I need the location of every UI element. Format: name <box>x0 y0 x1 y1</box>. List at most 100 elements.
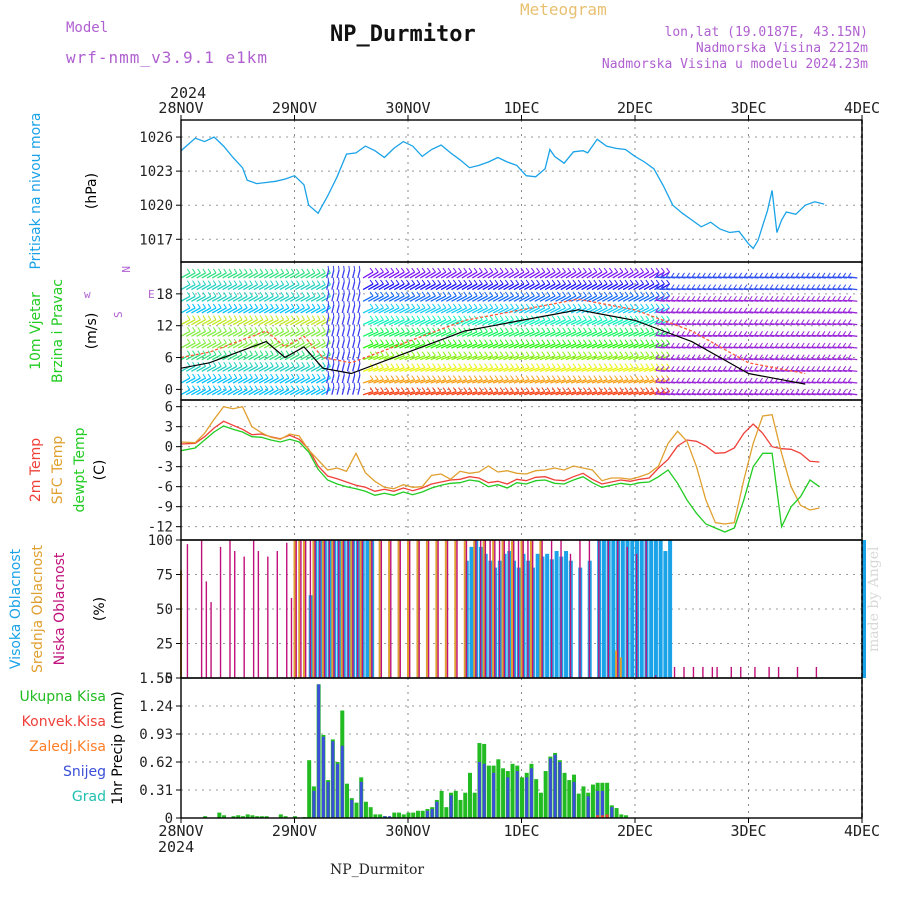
wind-barb <box>602 355 613 361</box>
wind-barb <box>581 283 592 291</box>
wind-barb <box>498 390 509 396</box>
wind-barb-feather <box>223 315 227 320</box>
wind-barb-feather <box>254 338 259 344</box>
wind-barb-feather <box>452 327 457 333</box>
wind-barb-feather <box>738 272 743 278</box>
wind-barb <box>393 307 405 314</box>
wind-barb-feather <box>311 291 316 297</box>
wind-barb <box>440 355 452 361</box>
wind-barb <box>211 330 222 337</box>
wind-barb-feather <box>301 268 305 274</box>
wind-barb <box>373 295 384 302</box>
wind-barb-feather <box>743 389 748 394</box>
wind-barb-feather <box>390 267 395 273</box>
wind-barb <box>508 271 520 279</box>
wind-barb <box>435 283 447 291</box>
wind-barb <box>181 295 191 302</box>
wind-barb <box>181 377 191 384</box>
wind-barb <box>404 271 416 279</box>
wind-barb <box>513 367 525 372</box>
wind-barb <box>341 281 345 290</box>
wind-barb <box>346 304 351 314</box>
wind-barb <box>435 390 447 396</box>
total-precip-bar <box>397 812 402 818</box>
wind-barb-feather <box>650 327 655 333</box>
wind-barb-feather <box>588 315 592 321</box>
wind-barb-feather <box>665 377 670 383</box>
high-cloud-bar <box>663 551 668 678</box>
wind-barb-feather <box>629 351 634 357</box>
wind-barb <box>581 307 592 314</box>
wind-barb <box>331 328 335 337</box>
wind-barb-feather <box>546 327 551 333</box>
wind-barb <box>518 319 530 326</box>
wind-barb-feather <box>691 272 696 278</box>
wind-barb-feather <box>218 338 222 344</box>
wind-barb-feather <box>769 307 774 313</box>
wind-barb <box>222 307 232 314</box>
wind-barb-feather <box>478 267 483 273</box>
wind-barb-feather <box>515 303 520 309</box>
wind-barb <box>227 389 238 396</box>
wind-barb <box>617 271 629 279</box>
snow-bar <box>340 745 344 818</box>
snow-bar <box>586 796 590 818</box>
wind-barb-feather <box>603 327 608 333</box>
wind-barb-feather <box>212 373 217 379</box>
wind-barb <box>315 377 326 384</box>
low-cloud-bar <box>498 540 501 678</box>
wind-barb-feather <box>426 315 431 321</box>
wind-barb <box>217 307 227 314</box>
wind-barb-feather <box>327 347 330 352</box>
wind-barb-feather <box>577 327 582 333</box>
wind-barb <box>388 343 400 349</box>
wind-barb-feather <box>640 291 644 297</box>
wind-barb <box>321 377 331 384</box>
y-tick-label: 1017 <box>139 232 173 248</box>
wind-barb <box>237 272 248 279</box>
wind-barb-feather <box>290 280 295 285</box>
wind-barb <box>576 295 587 302</box>
precip-frame <box>180 677 863 819</box>
wind-barb-feather <box>603 315 608 321</box>
wind-barb <box>492 343 504 349</box>
wind-barb-feather <box>218 303 222 309</box>
wind-barb <box>206 365 217 372</box>
wind-barb-feather <box>686 342 691 348</box>
wind-barb-feather <box>380 387 384 392</box>
wind-barb-feather <box>832 307 836 313</box>
wind-barb-feather <box>816 342 821 348</box>
wind-barb-feather <box>733 389 737 394</box>
wind-barb-feather <box>655 295 659 301</box>
wind-barb-feather <box>577 387 582 392</box>
wind-barb <box>461 271 473 279</box>
wind-barb <box>222 377 232 384</box>
wind-barb <box>357 269 361 279</box>
wind-barb-feather <box>385 375 390 380</box>
wind-barb <box>602 331 613 337</box>
wind-barb-feather <box>223 385 227 390</box>
wind-barb <box>555 271 566 279</box>
wind-barb-feather <box>562 363 566 368</box>
wind-barb <box>326 293 330 302</box>
wind-barb-feather <box>452 339 457 345</box>
wind-barb <box>498 295 509 302</box>
wind-barb <box>181 284 191 291</box>
wind-barb-feather <box>795 366 800 371</box>
wind-barb-feather <box>301 338 305 344</box>
wind-barb <box>289 377 300 384</box>
wind-barb-feather <box>816 319 821 324</box>
wind-barb-feather <box>681 342 685 348</box>
wind-barb-feather <box>717 342 722 348</box>
low-cloud-bar <box>598 540 600 678</box>
wind-barb-feather <box>515 387 520 392</box>
wind-barb <box>456 271 468 279</box>
wind-barb-feather <box>712 319 717 324</box>
wind-barb-feather <box>395 339 400 345</box>
wind-barb-feather <box>353 289 356 294</box>
wind-barb <box>565 331 577 337</box>
wind-barb-feather <box>416 291 421 297</box>
wind-barb <box>477 331 488 337</box>
wind-barb-feather <box>249 280 253 285</box>
wind-barb <box>550 355 561 361</box>
